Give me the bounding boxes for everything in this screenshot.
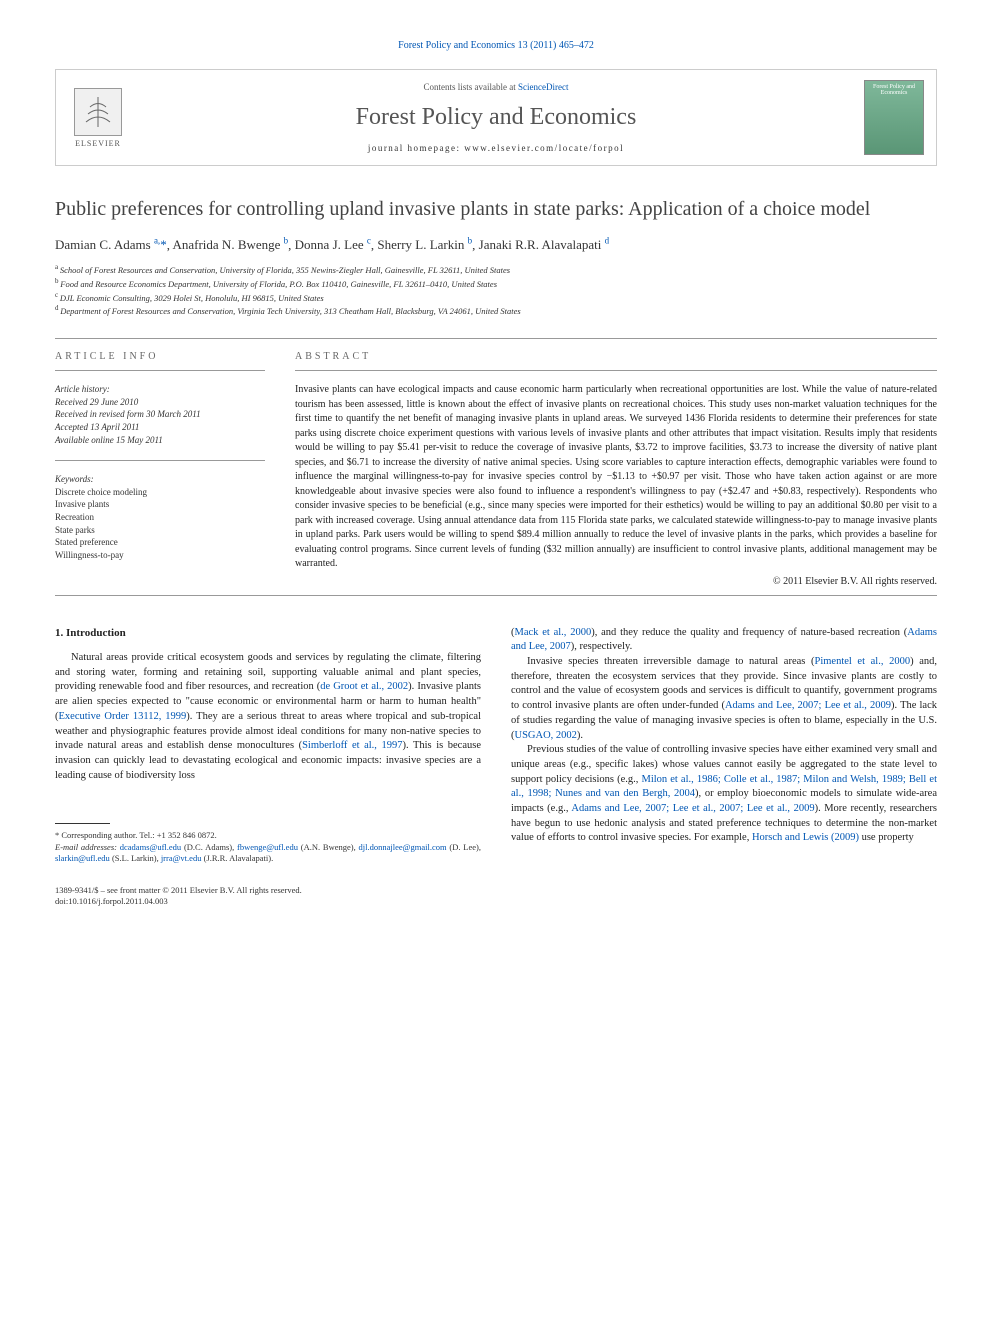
article-title: Public preferences for controlling uplan… (55, 196, 937, 222)
intro-p1: Natural areas provide critical ecosystem… (55, 651, 481, 783)
email-link[interactable]: dcadams@ufl.edu (120, 842, 181, 852)
elsevier-label: ELSEVIER (75, 139, 121, 148)
cite-link[interactable]: Executive Order 13112, 1999 (59, 711, 187, 722)
history-received: Received 29 June 2010 (55, 396, 265, 409)
body-left-column: 1. Introduction Natural areas provide cr… (55, 626, 481, 908)
author: Sherry L. Larkin b (377, 237, 472, 252)
keyword: Stated preference (55, 536, 265, 549)
history-label: Article history: (55, 383, 265, 396)
article-info-label: ARTICLE INFO (55, 351, 265, 362)
email-link[interactable]: fbwenge@ufl.edu (237, 842, 298, 852)
authors-line: Damian C. Adams a,*, Anafrida N. Bwenge … (55, 236, 937, 253)
history-accepted: Accepted 13 April 2011 (55, 421, 265, 434)
keyword: Willingness-to-pay (55, 549, 265, 562)
elsevier-logo: ELSEVIER (68, 85, 128, 150)
intro-heading: 1. Introduction (55, 626, 481, 641)
cite-link[interactable]: Mack et al., 2000 (515, 627, 592, 638)
corresponding-author: * Corresponding author. Tel.: +1 352 846… (55, 830, 481, 841)
divider (55, 460, 265, 461)
cite-link[interactable]: USGAO, 2002 (515, 730, 577, 741)
journal-name: Forest Policy and Economics (128, 104, 864, 131)
cite-link[interactable]: Adams and Lee, 2007; Lee et al., 2007; L… (571, 803, 814, 814)
article-history: Article history: Received 29 June 2010 R… (55, 383, 265, 446)
cite-link[interactable]: de Groot et al., 2002 (320, 681, 408, 692)
body-right-column: (Mack et al., 2000), and they reduce the… (511, 626, 937, 908)
author: Anafrida N. Bwenge b (172, 237, 288, 252)
author: Janaki R.R. Alavalapati d (479, 237, 610, 252)
email-link[interactable]: jrra@vt.edu (161, 853, 202, 863)
contents-prefix: Contents lists available at (424, 82, 518, 92)
divider (55, 338, 937, 339)
keywords-block: Keywords: Discrete choice modelingInvasi… (55, 473, 265, 561)
affiliation: c DJL Economic Consulting, 3029 Holei St… (55, 291, 937, 305)
intro-p2: (Mack et al., 2000), and they reduce the… (511, 626, 937, 655)
author: Donna J. Lee c (295, 237, 371, 252)
journal-reference: Forest Policy and Economics 13 (2011) 46… (55, 40, 937, 51)
affiliation: a School of Forest Resources and Conserv… (55, 263, 937, 277)
affiliation: b Food and Resource Economics Department… (55, 277, 937, 291)
sciencedirect-link[interactable]: ScienceDirect (518, 82, 568, 92)
keyword: Invasive plants (55, 498, 265, 511)
email-link[interactable]: slarkin@ufl.edu (55, 853, 110, 863)
contents-line: Contents lists available at ScienceDirec… (128, 82, 864, 92)
footer: 1389-9341/$ – see front matter © 2011 El… (55, 885, 481, 908)
divider (295, 370, 937, 371)
cite-link[interactable]: Pimentel et al., 2000 (814, 656, 910, 667)
email-addresses: E-mail addresses: dcadams@ufl.edu (D.C. … (55, 842, 481, 865)
history-online: Available online 15 May 2011 (55, 434, 265, 447)
abstract-column: ABSTRACT Invasive plants can have ecolog… (295, 351, 937, 587)
intro-p3: Invasive species threaten irreversible d… (511, 655, 937, 743)
cite-link[interactable]: Simberloff et al., 1997 (302, 740, 402, 751)
affiliations: a School of Forest Resources and Conserv… (55, 263, 937, 318)
intro-p4: Previous studies of the value of control… (511, 743, 937, 846)
abstract-label: ABSTRACT (295, 351, 937, 362)
copyright-line: © 2011 Elsevier B.V. All rights reserved… (295, 576, 937, 587)
keywords-label: Keywords: (55, 473, 265, 486)
journal-homepage: journal homepage: www.elsevier.com/locat… (128, 143, 864, 153)
keyword: Recreation (55, 511, 265, 524)
divider (55, 595, 937, 596)
cite-link[interactable]: Horsch and Lewis (2009) (752, 832, 859, 843)
elsevier-tree-icon (74, 88, 122, 136)
email-link[interactable]: djl.donnajlee@gmail.com (359, 842, 447, 852)
divider (55, 370, 265, 371)
doi-line: doi:10.1016/j.forpol.2011.04.003 (55, 896, 481, 907)
journal-header: ELSEVIER Contents lists available at Sci… (55, 69, 937, 166)
history-revised: Received in revised form 30 March 2011 (55, 408, 265, 421)
abstract-text: Invasive plants can have ecological impa… (295, 383, 937, 572)
keyword: Discrete choice modeling (55, 486, 265, 499)
cite-link[interactable]: Adams and Lee, 2007; Lee et al., 2009 (725, 700, 891, 711)
keyword: State parks (55, 524, 265, 537)
journal-cover-thumbnail: Forest Policy and Economics (864, 80, 924, 155)
article-info-column: ARTICLE INFO Article history: Received 2… (55, 351, 265, 587)
body-columns: 1. Introduction Natural areas provide cr… (55, 626, 937, 908)
footnote-divider (55, 823, 110, 824)
affiliation: d Department of Forest Resources and Con… (55, 304, 937, 318)
footnotes: * Corresponding author. Tel.: +1 352 846… (55, 830, 481, 864)
issn-line: 1389-9341/$ – see front matter © 2011 El… (55, 885, 481, 896)
author: Damian C. Adams a,* (55, 237, 167, 252)
